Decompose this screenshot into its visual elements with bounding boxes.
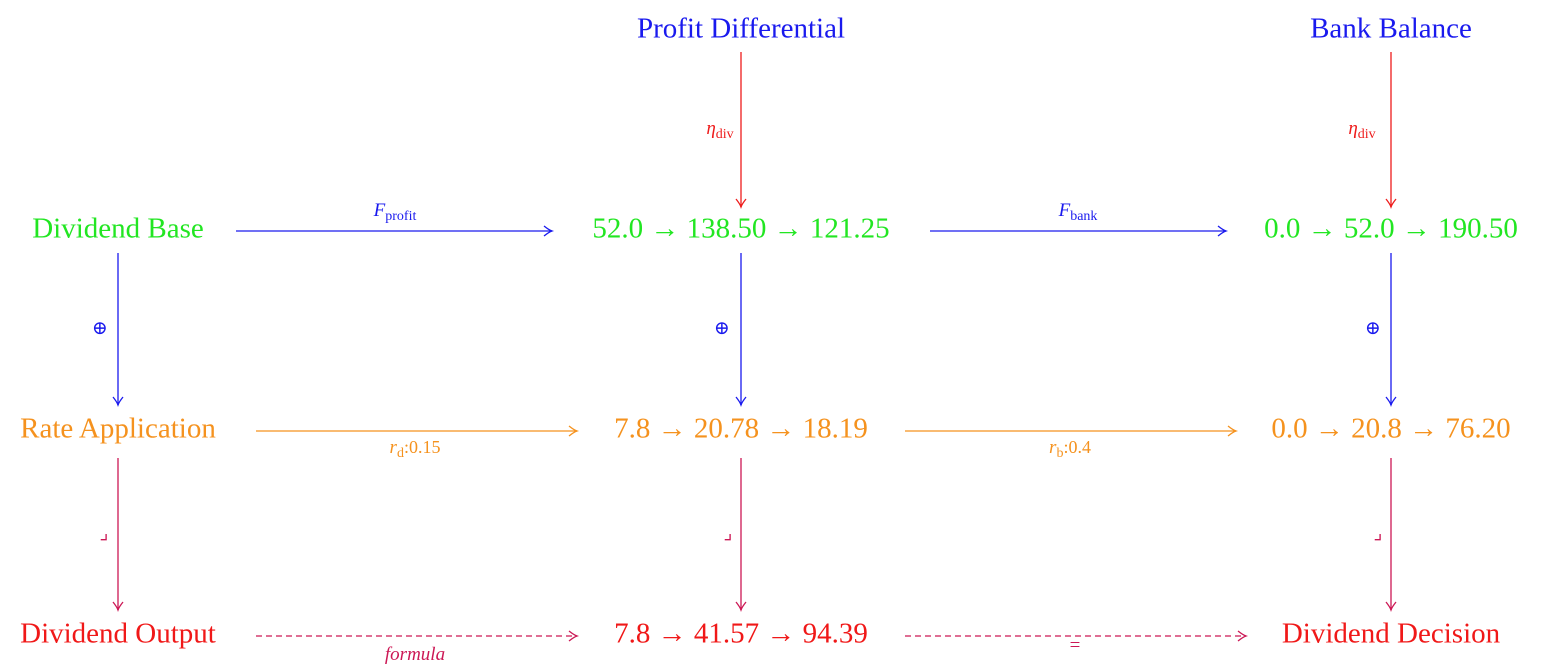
edge-label: ηdiv xyxy=(1348,118,1375,142)
edge-label: ⊕ xyxy=(1365,318,1381,339)
edge-label: ⊕ xyxy=(92,318,108,339)
edge: ⌟ xyxy=(724,458,747,613)
edge-label: rb:0.4 xyxy=(1049,437,1091,461)
edge-label-main: F xyxy=(373,200,386,221)
arrowhead xyxy=(735,198,747,210)
node-label: Dividend Output xyxy=(20,618,216,650)
arrowhead xyxy=(735,601,747,613)
arrowhead xyxy=(1385,601,1397,613)
edge: ⊕ xyxy=(714,253,747,408)
node-label: 0.0 → 52.0 → 190.50 xyxy=(1264,213,1518,245)
edge: rd:0.15 xyxy=(256,425,580,461)
node-label: 7.8 → 41.57 → 94.39 xyxy=(614,618,868,650)
node-label: Bank Balance xyxy=(1310,13,1472,45)
edge: rb:0.4 xyxy=(905,425,1239,461)
arrowhead xyxy=(568,425,580,437)
edge-label-main: η xyxy=(1348,118,1357,139)
edge-label: ⌟ xyxy=(100,523,109,544)
edge-label: Fbank xyxy=(1058,200,1098,224)
edge-label: = xyxy=(1070,635,1081,656)
edge: Fprofit xyxy=(236,200,555,237)
edge-label-tail: :0.4 xyxy=(1063,437,1091,457)
node-label: 7.8 → 20.78 → 18.19 xyxy=(614,413,868,445)
arrowhead xyxy=(112,601,124,613)
node-label: 52.0 → 138.50 → 121.25 xyxy=(592,213,889,245)
arrowhead xyxy=(735,396,747,408)
edge-label-main: = xyxy=(1070,635,1081,656)
arrowhead xyxy=(1227,425,1239,437)
node-label: Dividend Base xyxy=(32,213,204,245)
edge-label-main: η xyxy=(706,118,715,139)
node-label: Dividend Decision xyxy=(1282,618,1501,650)
edge-label-main: ⊕ xyxy=(714,318,730,339)
edge-label: ηdiv xyxy=(706,118,733,142)
edge: Fbank xyxy=(930,200,1229,237)
edge-label: ⌟ xyxy=(724,523,733,544)
arrowhead xyxy=(112,396,124,408)
edge: formula xyxy=(256,630,580,665)
edge-label-main: ⌟ xyxy=(100,523,109,544)
edge-label-sub: d xyxy=(397,446,404,461)
edge-label-main: ⊕ xyxy=(1365,318,1381,339)
edge: ⌟ xyxy=(100,458,124,613)
edge-label-sub: b xyxy=(1056,446,1063,461)
edge-label-main: formula xyxy=(385,644,445,665)
edge-label: rd:0.15 xyxy=(390,437,441,461)
edge-label: formula xyxy=(385,644,445,665)
node-label: Profit Differential xyxy=(637,13,845,45)
edge-label-main: ⌟ xyxy=(1374,523,1383,544)
edge-label-main: ⌟ xyxy=(724,523,733,544)
edge-label-tail: :0.15 xyxy=(404,437,441,457)
edge-label-sub: div xyxy=(716,127,734,142)
edge: ⊕ xyxy=(1365,253,1397,408)
arrowhead xyxy=(1385,198,1397,210)
node-label: 0.0 → 20.8 → 76.20 xyxy=(1271,413,1510,445)
edge-label-main: r xyxy=(390,437,398,458)
edge-label-sub: bank xyxy=(1070,209,1097,224)
edge-label: ⌟ xyxy=(1374,523,1383,544)
edge-label-sub: profit xyxy=(385,209,416,224)
arrowhead xyxy=(1385,396,1397,408)
arrowhead xyxy=(568,630,580,642)
edge-label-main: r xyxy=(1049,437,1057,458)
arrowhead xyxy=(1217,225,1229,237)
edge: = xyxy=(905,630,1249,656)
edge: ηdiv xyxy=(1348,52,1397,210)
edge: ⌟ xyxy=(1374,458,1397,613)
node-label: Rate Application xyxy=(20,413,216,445)
edge-label: ⊕ xyxy=(714,318,730,339)
edge: ηdiv xyxy=(706,52,747,210)
edge-label-main: F xyxy=(1058,200,1071,221)
edge: ⊕ xyxy=(92,253,124,408)
arrowhead xyxy=(543,225,555,237)
edge-label-main: ⊕ xyxy=(92,318,108,339)
arrowhead xyxy=(1237,630,1249,642)
edge-label: Fprofit xyxy=(373,200,417,224)
edge-label-sub: div xyxy=(1358,127,1376,142)
